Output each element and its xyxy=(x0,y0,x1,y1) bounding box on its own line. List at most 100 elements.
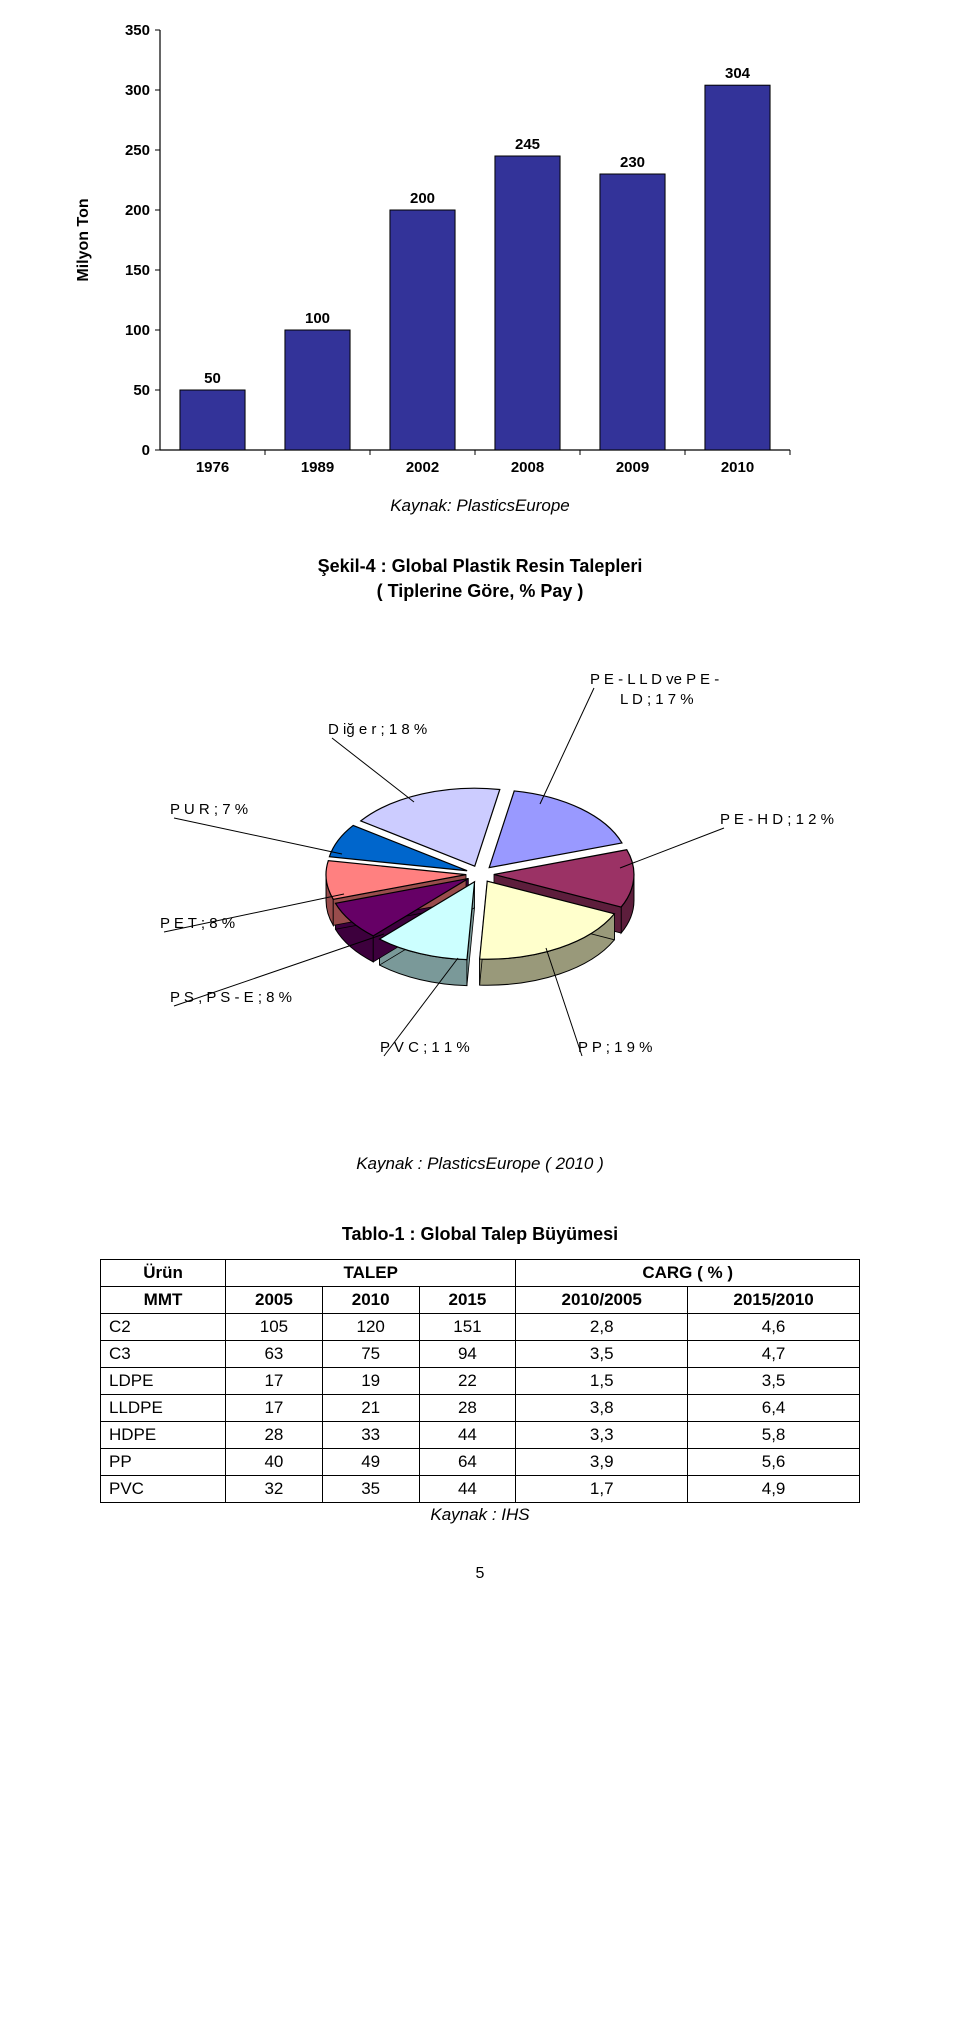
table-caption: Kaynak : IHS xyxy=(60,1505,900,1525)
table-title: Tablo-1 : Global Talep Büyümesi xyxy=(60,1224,900,1245)
bar-chart-svg: 0 50 100 150 200 250 300 350 Milyon Ton 50 1976 100… xyxy=(60,20,820,490)
table-row: PP4049643,95,6 xyxy=(101,1449,860,1476)
svg-text:50: 50 xyxy=(204,370,221,387)
svg-text:P S , P S - E ; 8 %: P S , P S - E ; 8 % xyxy=(170,989,292,1006)
svg-text:1989: 1989 xyxy=(301,459,334,476)
svg-text:D iğ e r ; 1 8 %: D iğ e r ; 1 8 % xyxy=(328,721,427,738)
table-cell: 22 xyxy=(419,1368,516,1395)
table-cell: 151 xyxy=(419,1314,516,1341)
table-cell: 28 xyxy=(226,1422,323,1449)
svg-text:L D ; 1 7 %: L D ; 1 7 % xyxy=(620,691,694,708)
bar-chart-caption: Kaynak: PlasticsEurope xyxy=(60,496,900,516)
table-header-demand: TALEP xyxy=(226,1260,516,1287)
svg-text:Milyon Ton: Milyon Ton xyxy=(75,198,92,281)
svg-text:100: 100 xyxy=(125,322,150,339)
svg-text:P E T ; 8 %: P E T ; 8 % xyxy=(160,915,235,932)
table-cell: 105 xyxy=(226,1314,323,1341)
table-subheader: 2005 xyxy=(226,1287,323,1314)
table-header-carg: CARG ( % ) xyxy=(516,1260,860,1287)
table-cell: 63 xyxy=(226,1341,323,1368)
table-row: HDPE2833443,35,8 xyxy=(101,1422,860,1449)
bar-chart: 0 50 100 150 200 250 300 350 Milyon Ton 50 1976 100… xyxy=(60,20,900,520)
table-cell: 4,9 xyxy=(688,1476,860,1503)
table-cell: 5,6 xyxy=(688,1449,860,1476)
table-cell: 2,8 xyxy=(516,1314,688,1341)
table-cell: 17 xyxy=(226,1368,323,1395)
table-cell: HDPE xyxy=(101,1422,226,1449)
table-cell: 4,7 xyxy=(688,1341,860,1368)
table-cell: 40 xyxy=(226,1449,323,1476)
table-row: C36375943,54,7 xyxy=(101,1341,860,1368)
table-cell: 3,5 xyxy=(688,1368,860,1395)
svg-text:P P ; 1 9 %: P P ; 1 9 % xyxy=(578,1039,653,1056)
table-cell: 3,5 xyxy=(516,1341,688,1368)
table-cell: 75 xyxy=(322,1341,419,1368)
table-cell: 64 xyxy=(419,1449,516,1476)
table-cell: 3,9 xyxy=(516,1449,688,1476)
table-row: C21051201512,84,6 xyxy=(101,1314,860,1341)
svg-text:350: 350 xyxy=(125,22,150,39)
table-cell: 32 xyxy=(226,1476,323,1503)
svg-text:300: 300 xyxy=(125,82,150,99)
table-subheader: MMT xyxy=(101,1287,226,1314)
svg-text:150: 150 xyxy=(125,262,150,279)
table-cell: 6,4 xyxy=(688,1395,860,1422)
svg-text:2008: 2008 xyxy=(511,459,544,476)
table-cell: 35 xyxy=(322,1476,419,1503)
table-subheader: 2010/2005 xyxy=(516,1287,688,1314)
table-cell: 44 xyxy=(419,1422,516,1449)
table-row: LLDPE1721283,86,4 xyxy=(101,1395,860,1422)
svg-text:2010: 2010 xyxy=(721,459,754,476)
svg-text:200: 200 xyxy=(410,190,435,207)
table-cell: PP xyxy=(101,1449,226,1476)
svg-text:1976: 1976 xyxy=(196,459,229,476)
svg-text:2009: 2009 xyxy=(616,459,649,476)
svg-text:250: 250 xyxy=(125,142,150,159)
svg-text:P E - H D ; 1 2 %: P E - H D ; 1 2 % xyxy=(720,811,834,828)
table-cell: 120 xyxy=(322,1314,419,1341)
svg-text:P E - L L D ve P E -: P E - L L D ve P E - xyxy=(590,671,719,688)
svg-text:2002: 2002 xyxy=(406,459,439,476)
table-cell: 19 xyxy=(322,1368,419,1395)
table-cell: 3,3 xyxy=(516,1422,688,1449)
pie-chart-svg: P E - L L D ve P E - L D ; 1 7 % P E - H … xyxy=(100,614,860,1094)
svg-text:230: 230 xyxy=(620,154,645,171)
table-cell: 28 xyxy=(419,1395,516,1422)
growth-table: ÜrünTALEPCARG ( % )MMT2005201020152010/2… xyxy=(100,1259,860,1503)
pie-chart: P E - L L D ve P E - L D ; 1 7 % P E - H … xyxy=(60,614,900,1134)
table-cell: 33 xyxy=(322,1422,419,1449)
table-cell: LDPE xyxy=(101,1368,226,1395)
table-cell: 1,7 xyxy=(516,1476,688,1503)
table-cell: PVC xyxy=(101,1476,226,1503)
table-cell: 3,8 xyxy=(516,1395,688,1422)
table-subheader: 2015 xyxy=(419,1287,516,1314)
svg-text:P U R ; 7 %: P U R ; 7 % xyxy=(170,801,248,818)
table-cell: C3 xyxy=(101,1341,226,1368)
table-cell: 94 xyxy=(419,1341,516,1368)
page-number: 5 xyxy=(60,1565,900,1583)
table-row: PVC3235441,74,9 xyxy=(101,1476,860,1503)
table-subheader: 2010 xyxy=(322,1287,419,1314)
svg-text:P V C ; 1 1 %: P V C ; 1 1 % xyxy=(380,1039,470,1056)
table-cell: 17 xyxy=(226,1395,323,1422)
table-cell: 49 xyxy=(322,1449,419,1476)
table-cell: 44 xyxy=(419,1476,516,1503)
pie-chart-caption: Kaynak : PlasticsEurope ( 2010 ) xyxy=(60,1154,900,1174)
svg-text:0: 0 xyxy=(142,442,150,459)
table-cell: 5,8 xyxy=(688,1422,860,1449)
table-cell: C2 xyxy=(101,1314,226,1341)
svg-text:100: 100 xyxy=(305,310,330,327)
table-row: LDPE1719221,53,5 xyxy=(101,1368,860,1395)
pie-title-line1: Şekil-4 : Global Plastik Resin Talepleri xyxy=(318,556,643,576)
table-subheader: 2015/2010 xyxy=(688,1287,860,1314)
table-cell: 4,6 xyxy=(688,1314,860,1341)
svg-text:245: 245 xyxy=(515,136,540,153)
svg-text:200: 200 xyxy=(125,202,150,219)
table-cell: 21 xyxy=(322,1395,419,1422)
svg-text:304: 304 xyxy=(725,65,751,82)
table-cell: 1,5 xyxy=(516,1368,688,1395)
pie-chart-title: Şekil-4 : Global Plastik Resin Talepleri… xyxy=(60,554,900,604)
svg-text:50: 50 xyxy=(133,382,150,399)
pie-title-line2: ( Tiplerine Göre, % Pay ) xyxy=(377,581,584,601)
table-cell: LLDPE xyxy=(101,1395,226,1422)
